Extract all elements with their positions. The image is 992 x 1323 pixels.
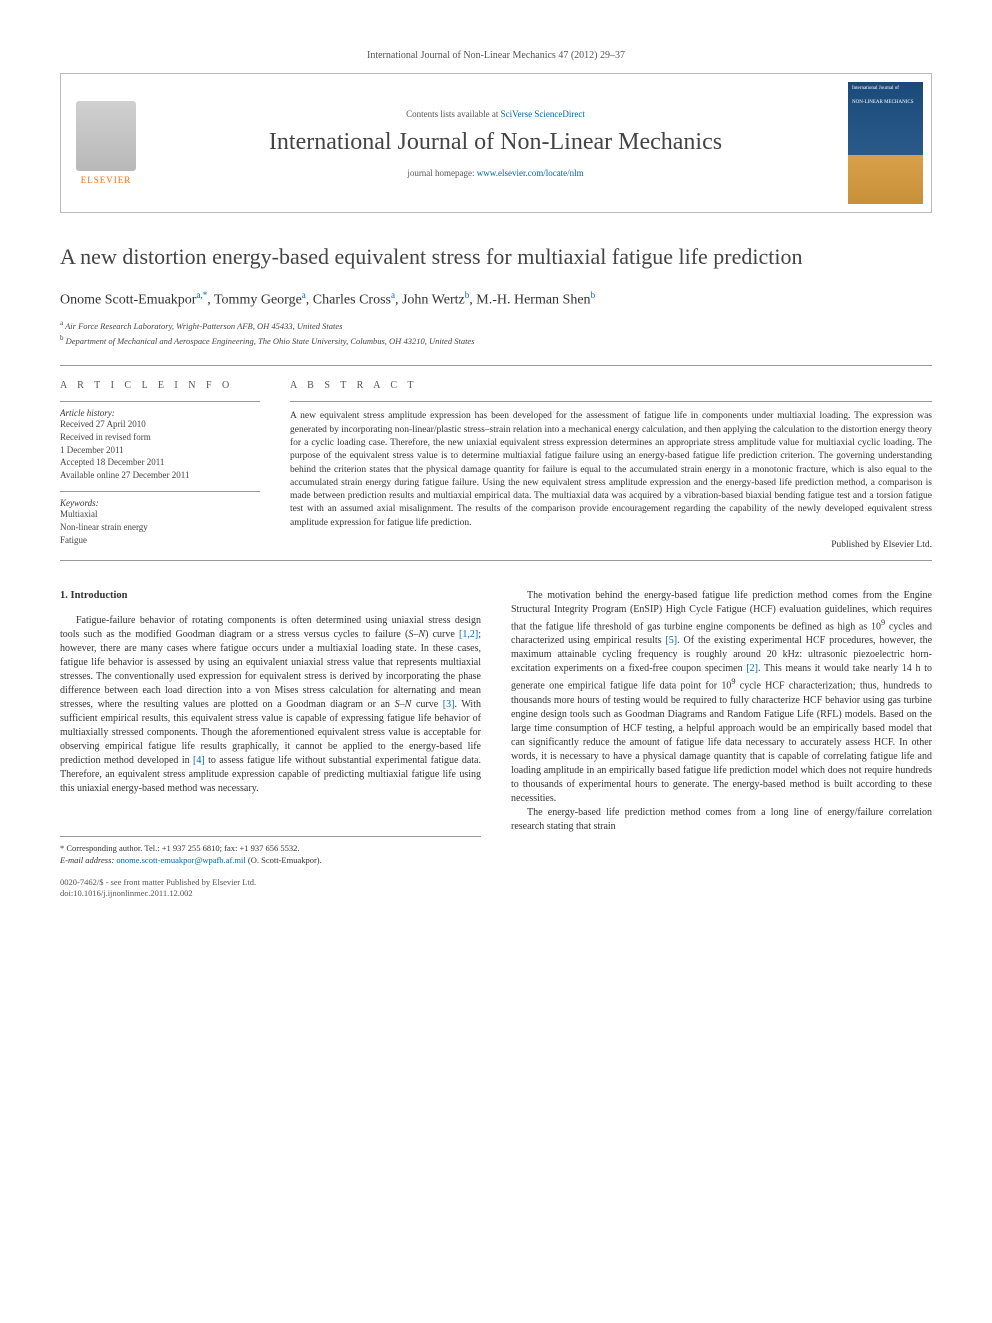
affiliation-b: Department of Mechanical and Aerospace E…: [66, 336, 475, 346]
journal-cover-thumbnail: International Journal of NON-LINEAR MECH…: [848, 82, 923, 204]
sciencedirect-link[interactable]: SciVerse ScienceDirect: [501, 109, 585, 119]
homepage-line: journal homepage: www.elsevier.com/locat…: [407, 168, 583, 178]
ref-2[interactable]: [2]: [746, 663, 758, 674]
corresponding-author: * Corresponding author. Tel.: +1 937 255…: [60, 843, 481, 855]
article-title: A new distortion energy-based equivalent…: [60, 243, 932, 272]
contents-list-line: Contents lists available at SciVerse Sci…: [406, 109, 585, 119]
intro-para-1: Fatigue-failure behavior of rotating com…: [60, 614, 481, 796]
section-1-heading: 1. Introduction: [60, 589, 481, 604]
contents-prefix: Contents lists available at: [406, 109, 500, 119]
history-label: Article history:: [60, 408, 260, 418]
publisher-logo: ELSEVIER: [61, 74, 151, 212]
elsevier-tree-icon: [76, 101, 136, 171]
cover-text-1: International Journal of: [848, 82, 923, 96]
online-date: Available online 27 December 2011: [60, 469, 260, 482]
author-2: , Tommy George: [207, 292, 302, 307]
affiliations: a Air Force Research Laboratory, Wright-…: [60, 318, 932, 347]
homepage-link[interactable]: www.elsevier.com/locate/nlm: [477, 168, 584, 178]
abstract-column: A B S T R A C T A new equivalent stress …: [290, 380, 932, 550]
top-citation: International Journal of Non-Linear Mech…: [60, 50, 932, 61]
doi-line: doi:10.1016/j.ijnonlinmec.2011.12.002: [60, 888, 932, 899]
email-link[interactable]: onome.scott-emuakpor@wpafb.af.mil: [116, 855, 245, 865]
author-5: , M.-H. Herman Shen: [469, 292, 590, 307]
intro-para-3: The energy-based life prediction method …: [511, 806, 932, 834]
body-columns: 1. Introduction Fatigue-failure behavior…: [60, 589, 932, 866]
footnote-area: * Corresponding author. Tel.: +1 937 255…: [60, 836, 481, 867]
author-4: , John Wertz: [395, 292, 465, 307]
intro-para-2: The motivation behind the energy-based f…: [511, 589, 932, 806]
revised-line2: 1 December 2011: [60, 444, 260, 457]
abstract-text: A new equivalent stress amplitude expres…: [290, 410, 932, 530]
keyword-2: Non-linear strain energy: [60, 521, 260, 534]
email-label: E-mail address:: [60, 855, 114, 865]
keyword-3: Fatigue: [60, 534, 260, 547]
bottom-info: 0020-7462/$ - see front matter Published…: [60, 877, 932, 899]
body-column-left: 1. Introduction Fatigue-failure behavior…: [60, 589, 481, 866]
author-5-aff[interactable]: b: [591, 290, 596, 300]
affiliation-a: Air Force Research Laboratory, Wright-Pa…: [65, 321, 342, 331]
accepted-date: Accepted 18 December 2011: [60, 456, 260, 469]
ref-3[interactable]: [3]: [443, 699, 455, 710]
abstract-heading: A B S T R A C T: [290, 380, 932, 391]
front-matter-line: 0020-7462/$ - see front matter Published…: [60, 877, 932, 888]
authors-line: Onome Scott-Emuakpora,*, Tommy Georgea, …: [60, 290, 932, 309]
keywords-label: Keywords:: [60, 498, 260, 508]
homepage-prefix: journal homepage:: [407, 168, 476, 178]
publisher-name: ELSEVIER: [81, 175, 132, 185]
cover-text-2: NON-LINEAR MECHANICS: [848, 96, 923, 110]
body-column-right: The motivation behind the energy-based f…: [511, 589, 932, 866]
revised-line1: Received in revised form: [60, 431, 260, 444]
author-3: , Charles Cross: [306, 292, 391, 307]
article-info-heading: A R T I C L E I N F O: [60, 380, 260, 391]
ref-4[interactable]: [4]: [193, 755, 205, 766]
header-center: Contents lists available at SciVerse Sci…: [151, 74, 840, 212]
journal-header: ELSEVIER Contents lists available at Sci…: [60, 73, 932, 213]
keyword-1: Multiaxial: [60, 508, 260, 521]
email-name: (O. Scott-Emuakpor).: [248, 855, 322, 865]
received-date: Received 27 April 2010: [60, 418, 260, 431]
published-by: Published by Elsevier Ltd.: [290, 540, 932, 550]
ref-1-2[interactable]: [1,2]: [459, 629, 478, 640]
journal-name: International Journal of Non-Linear Mech…: [269, 129, 722, 156]
author-1: Onome Scott-Emuakpor: [60, 292, 196, 307]
article-info-column: A R T I C L E I N F O Article history: R…: [60, 380, 260, 550]
divider-top: [60, 365, 932, 366]
ref-5[interactable]: [5]: [665, 635, 677, 646]
divider-bottom: [60, 560, 932, 561]
